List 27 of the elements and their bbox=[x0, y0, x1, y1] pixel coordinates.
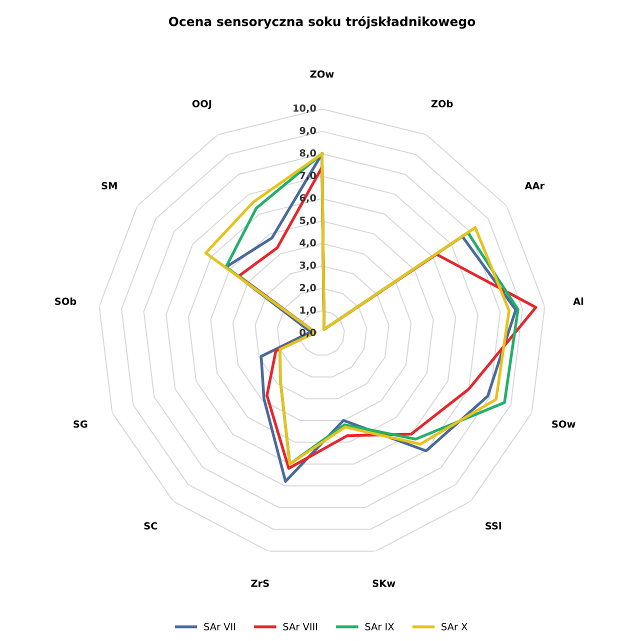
spoke-label: OOJ bbox=[192, 100, 212, 110]
y-tick-label: 0,0 bbox=[300, 328, 316, 338]
spoke-label: SKw bbox=[372, 580, 396, 588]
chart-title: Ocena sensoryczna soku trójskładnikowego bbox=[168, 16, 476, 29]
legend-label: SAr IX bbox=[365, 623, 394, 630]
y-tick-label: 5,0 bbox=[300, 216, 316, 226]
y-tick-label: 9,0 bbox=[300, 126, 316, 136]
y-tick-label: 2,0 bbox=[300, 284, 316, 293]
legend-label: SAr VIII bbox=[283, 623, 318, 630]
spoke-label: ZOw bbox=[310, 70, 334, 78]
y-tick-label: 8,0 bbox=[300, 149, 316, 158]
spoke-label: SSl bbox=[486, 522, 501, 530]
y-tick-label: 1,0 bbox=[300, 306, 316, 315]
spoke-label: ZOb bbox=[431, 100, 453, 108]
spoke-label: SOw bbox=[552, 420, 576, 428]
spoke-label: SG bbox=[74, 420, 88, 428]
legend-label: SAr X bbox=[442, 623, 468, 630]
spoke-label: ZrS bbox=[251, 580, 269, 588]
spoke-label: AAr bbox=[524, 182, 545, 190]
y-tick-label: 10,0 bbox=[294, 104, 316, 114]
legend-label: SAr VII bbox=[204, 623, 236, 630]
y-tick-label: 4,0 bbox=[300, 239, 316, 248]
y-tick-label: 3,0 bbox=[300, 261, 316, 270]
spoke-label: Al bbox=[573, 297, 584, 305]
spoke-label: SC bbox=[144, 522, 158, 530]
spoke-label: SM bbox=[102, 182, 117, 190]
spoke-label: SOb bbox=[55, 297, 76, 305]
